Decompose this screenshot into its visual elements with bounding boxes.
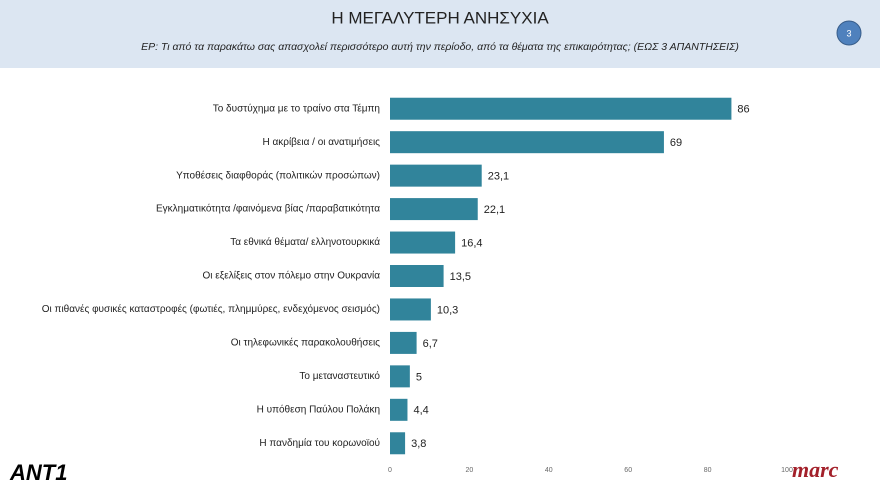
category-label: Τα εθνικά θέματα/ ελληνοτουρκικά <box>230 236 380 248</box>
page-number: 3 <box>846 28 851 38</box>
category-label: Υποθέσεις διαφθοράς (πολιτικών προσώπων) <box>176 169 380 181</box>
x-tick-label: 0 <box>388 467 392 474</box>
category-label: Το μεταναστευτικό <box>299 370 380 382</box>
chart-title: Η ΜΕΓΑΛΥΤΕΡΗ ΑΝΗΣΥΧΙΑ <box>331 8 549 27</box>
value-label: 13,5 <box>450 271 471 283</box>
logo-right: marc <box>792 457 839 482</box>
page-badge <box>836 20 862 46</box>
bar <box>390 331 417 354</box>
category-label: Οι πιθανές φυσικές καταστροφές (φωτιές, … <box>42 303 380 315</box>
bar <box>390 231 456 254</box>
header-band <box>0 0 880 68</box>
x-tick-label: 40 <box>545 467 553 474</box>
value-label: 5 <box>416 371 422 383</box>
category-label: Οι εξελίξεις στον πόλεμο στην Ουκρανία <box>203 270 381 282</box>
bar <box>390 298 431 321</box>
bar <box>390 365 410 388</box>
value-label: 6,7 <box>423 338 438 350</box>
bar <box>390 164 482 187</box>
bar <box>390 398 408 421</box>
bar <box>390 97 732 120</box>
category-label: Η υπόθεση Παύλου Πολάκη <box>257 403 380 415</box>
bar <box>390 131 664 154</box>
value-label: 4,4 <box>413 405 428 417</box>
value-label: 16,4 <box>461 237 482 249</box>
value-label: 3,8 <box>411 438 426 450</box>
value-label: 86 <box>737 104 749 116</box>
category-label: Η ακρίβεια / οι ανατιμήσεις <box>262 136 380 148</box>
bar <box>390 198 478 221</box>
bar <box>390 432 406 455</box>
category-label: Το δυστύχημα με το τραίνο στα Τέμπη <box>213 102 380 114</box>
x-tick-label: 20 <box>466 467 474 474</box>
x-tick-label: 100 <box>781 467 793 474</box>
chart-subtitle: ΕΡ: Τι από τα παρακάτω σας απασχολεί περ… <box>141 41 739 53</box>
x-tick-label: 60 <box>624 467 632 474</box>
value-label: 69 <box>670 137 682 149</box>
value-label: 10,3 <box>437 304 458 316</box>
value-label: 23,1 <box>488 171 509 183</box>
x-tick-label: 80 <box>704 467 712 474</box>
category-label: Εγκληματικότητα /φαινόμενα βίας /παραβατ… <box>156 203 380 215</box>
logo-left: ANT1 <box>9 460 67 485</box>
value-label: 22,1 <box>484 204 505 216</box>
category-label: Οι τηλεφωνικές παρακολουθήσεις <box>231 337 380 349</box>
bar <box>390 265 444 287</box>
category-label: Η πανδημία του κορωνοϊού <box>259 437 380 449</box>
